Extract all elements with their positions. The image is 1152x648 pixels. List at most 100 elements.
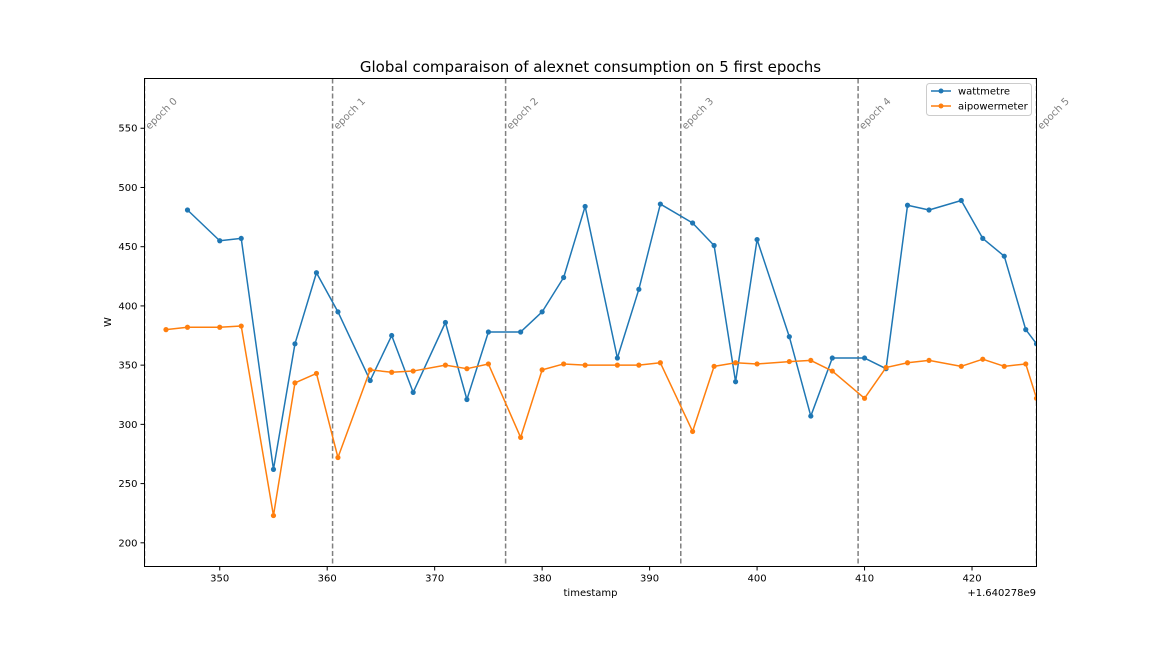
data-point-wattmetre-17 xyxy=(614,355,620,361)
y-tick-label-6: 500 xyxy=(118,183,137,194)
data-point-wattmetre-20 xyxy=(689,220,696,226)
x-tick-label-2: 370 xyxy=(425,574,444,585)
data-point-wattmetre-29 xyxy=(904,202,911,208)
data-point-aipowermeter-5 xyxy=(292,380,298,386)
y-tick-label-3: 350 xyxy=(118,361,137,372)
legend: wattmetre aipowermeter xyxy=(926,83,1032,116)
data-point-wattmetre-9 xyxy=(410,389,416,395)
data-point-aipowermeter-31 xyxy=(926,357,932,364)
data-point-aipowermeter-33 xyxy=(980,356,986,362)
data-point-aipowermeter-0 xyxy=(163,327,169,333)
data-point-wattmetre-4 xyxy=(292,341,298,347)
data-point-aipowermeter-25 xyxy=(786,358,792,365)
legend-marker-aipowermeter xyxy=(938,103,944,109)
data-point-wattmetre-6 xyxy=(335,309,341,315)
data-point-aipowermeter-15 xyxy=(539,367,545,373)
data-point-wattmetre-2 xyxy=(238,235,244,242)
data-point-wattmetre-30 xyxy=(926,207,932,213)
x-tick-label-7: 420 xyxy=(962,574,981,585)
series-line-aipowermeter xyxy=(165,325,1037,517)
data-point-wattmetre-34 xyxy=(1023,327,1029,333)
data-point-wattmetre-7 xyxy=(367,377,373,384)
data-point-wattmetre-24 xyxy=(786,334,792,340)
epoch-label-0: epoch 0 xyxy=(144,96,180,132)
data-point-wattmetre-31 xyxy=(958,197,964,204)
epoch-label-1: epoch 1 xyxy=(332,96,368,132)
x-tick-label-5: 400 xyxy=(748,574,767,585)
data-point-wattmetre-35 xyxy=(1033,341,1037,347)
legend-marker-wattmetre xyxy=(938,88,944,94)
y-axis-label: W xyxy=(103,317,114,327)
epoch-label-4: epoch 4 xyxy=(857,96,893,132)
data-point-aipowermeter-22 xyxy=(711,363,717,369)
data-point-wattmetre-12 xyxy=(485,329,492,335)
data-point-aipowermeter-35 xyxy=(1023,361,1029,367)
data-point-aipowermeter-28 xyxy=(861,395,868,401)
data-point-wattmetre-32 xyxy=(980,235,986,242)
data-point-aipowermeter-14 xyxy=(518,434,524,440)
data-point-wattmetre-5 xyxy=(313,270,320,276)
x-tick-label-1: 360 xyxy=(318,574,337,585)
data-point-wattmetre-11 xyxy=(464,396,470,403)
data-point-aipowermeter-4 xyxy=(270,512,277,519)
data-point-aipowermeter-26 xyxy=(808,357,814,364)
data-point-aipowermeter-1 xyxy=(184,324,191,330)
data-point-aipowermeter-12 xyxy=(464,366,470,372)
data-point-wattmetre-3 xyxy=(270,466,277,472)
data-point-aipowermeter-34 xyxy=(1001,363,1007,369)
chart-title: Global comparaison of alexnet consumptio… xyxy=(360,58,821,76)
data-point-wattmetre-23 xyxy=(754,236,760,243)
data-point-wattmetre-14 xyxy=(539,309,545,315)
data-point-wattmetre-18 xyxy=(636,286,642,292)
epoch-label-2: epoch 2 xyxy=(505,96,541,132)
data-point-wattmetre-25 xyxy=(808,413,814,419)
data-point-aipowermeter-23 xyxy=(732,360,739,366)
axes: 350 360 370 380 390 400 410 420 200 250 300 350 400 4… xyxy=(118,124,981,585)
data-point-wattmetre-26 xyxy=(829,355,835,361)
data-point-wattmetre-8 xyxy=(389,332,395,339)
data-point-aipowermeter-13 xyxy=(485,361,492,367)
x-tick-label-6: 410 xyxy=(855,574,874,585)
data-point-aipowermeter-7 xyxy=(335,454,341,461)
data-point-aipowermeter-3 xyxy=(238,323,244,329)
data-point-wattmetre-22 xyxy=(732,379,739,385)
data-point-aipowermeter-10 xyxy=(410,368,416,374)
y-tick-label-5: 450 xyxy=(118,242,137,253)
data-point-wattmetre-33 xyxy=(1001,253,1007,259)
data-point-wattmetre-1 xyxy=(217,238,223,244)
legend-label-aipowermeter: aipowermeter xyxy=(958,102,1029,113)
legend-box xyxy=(926,83,1032,116)
y-tick-label-2: 300 xyxy=(118,420,137,431)
data-point-aipowermeter-18 xyxy=(614,362,620,368)
data-point-aipowermeter-16 xyxy=(561,361,567,367)
data-point-aipowermeter-30 xyxy=(904,360,911,366)
y-tick-label-4: 400 xyxy=(118,301,137,312)
series-line-wattmetre xyxy=(186,199,1037,471)
data-point-aipowermeter-24 xyxy=(754,361,760,367)
epoch-label-3: epoch 3 xyxy=(680,96,716,132)
data-point-wattmetre-19 xyxy=(657,201,663,207)
data-point-wattmetre-13 xyxy=(518,329,524,335)
plot-clipped xyxy=(144,78,1037,567)
data-point-aipowermeter-36 xyxy=(1033,395,1037,401)
data-point-wattmetre-15 xyxy=(561,274,567,281)
x-tick-label-0: 350 xyxy=(210,574,229,585)
x-axis-label: timestamp xyxy=(564,588,618,599)
data-point-wattmetre-0 xyxy=(184,207,191,213)
x-offset-label: +1.640278e9 xyxy=(967,588,1036,599)
data-point-wattmetre-16 xyxy=(582,203,588,210)
data-point-aipowermeter-8 xyxy=(367,367,373,373)
data-point-wattmetre-10 xyxy=(442,319,449,326)
data-point-aipowermeter-11 xyxy=(442,362,449,368)
legend-label-wattmetre: wattmetre xyxy=(958,87,1010,98)
data-point-aipowermeter-29 xyxy=(883,364,889,371)
data-point-aipowermeter-17 xyxy=(582,362,588,368)
data-point-aipowermeter-27 xyxy=(829,368,835,374)
data-point-aipowermeter-32 xyxy=(958,363,964,369)
data-point-aipowermeter-19 xyxy=(636,362,642,368)
y-tick-label-0: 200 xyxy=(118,538,137,549)
data-point-aipowermeter-21 xyxy=(689,428,696,435)
data-point-wattmetre-27 xyxy=(861,355,868,361)
data-point-aipowermeter-20 xyxy=(657,360,663,366)
